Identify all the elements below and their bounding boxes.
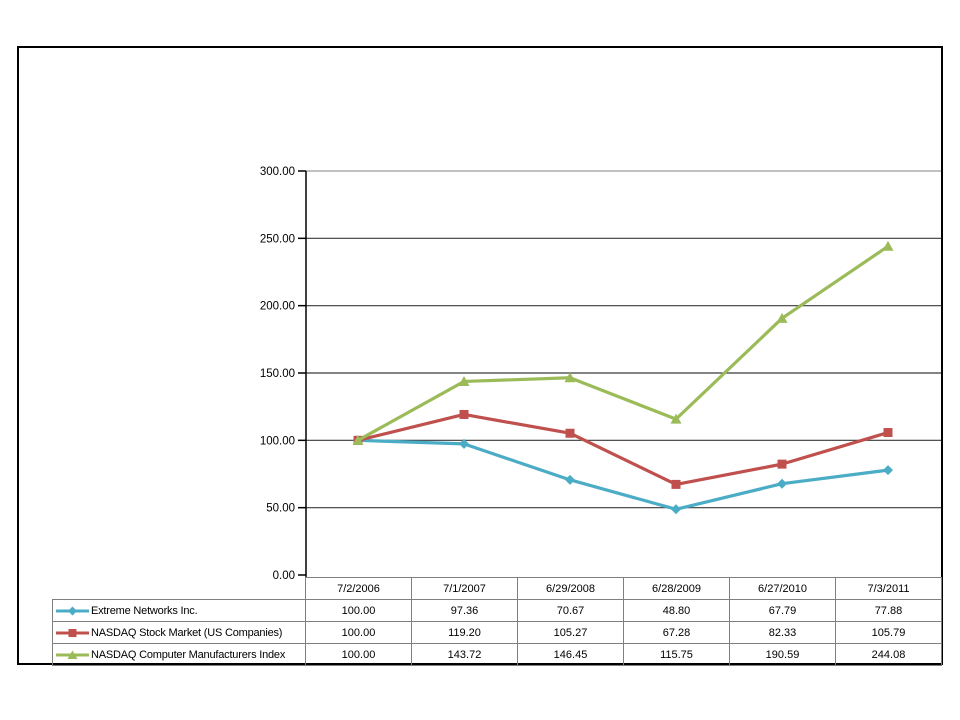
- series-line-extreme-networks-inc: [356, 438, 890, 511]
- date-header-cell: 7/3/2011: [835, 577, 942, 600]
- diamond-marker-extreme-networks-inc: [459, 438, 469, 449]
- value-cell: 97.36: [411, 599, 518, 622]
- legend-series-label: NASDAQ Stock Market (US Companies): [91, 626, 283, 639]
- y-axis-tick-label: 100.00: [260, 435, 295, 447]
- y-axis-tick-label: 50.00: [266, 503, 295, 515]
- triangle-marker-nasdaq-computer-manufacturers-index: [352, 434, 364, 445]
- y-axis-tick-label: 0.00: [273, 570, 295, 582]
- date-header-cell: 6/29/2008: [517, 577, 624, 600]
- diamond-marker-extreme-networks-inc: [671, 504, 681, 515]
- y-axis-tick-label: 300.00: [260, 166, 295, 178]
- triangle-legend-sample-icon: [56, 650, 89, 659]
- y-axis-tick-label: 150.00: [260, 368, 295, 380]
- table-corner-blank: [53, 578, 306, 600]
- value-cell: 67.28: [623, 621, 730, 644]
- table-header-row: 7/2/2006 7/1/2007 6/29/2008 6/28/2009 6/27/2…: [53, 577, 942, 600]
- diamond-legend-sample-icon: [56, 606, 89, 615]
- y-axis-tick-label: 250.00: [260, 233, 295, 245]
- value-cell: 70.67: [517, 599, 624, 622]
- square-legend-sample-icon: [56, 628, 89, 637]
- legend-entry: Extreme Networks Inc.: [54, 604, 305, 617]
- square-marker-nasdaq-stock-market-us-companies: [671, 479, 681, 489]
- value-cell: 100.00: [305, 621, 412, 644]
- value-cell: 244.08: [835, 643, 942, 666]
- value-cell: 77.88: [835, 599, 942, 622]
- value-cell: 105.79: [835, 621, 942, 644]
- triangle-marker-nasdaq-computer-manufacturers-index: [564, 372, 576, 383]
- table-row: NASDAQ Computer Manufacturers Index 100.0…: [52, 643, 942, 666]
- series-line-nasdaq-computer-manufacturers-index: [356, 244, 890, 442]
- triangle-marker-nasdaq-computer-manufacturers-index: [776, 312, 788, 323]
- legend-entry: NASDAQ Computer Manufacturers Index: [54, 648, 305, 661]
- value-cell: 82.33: [729, 621, 836, 644]
- value-cell: 146.45: [517, 643, 624, 666]
- value-cell: 143.72: [411, 643, 518, 666]
- square-marker-nasdaq-stock-market-us-companies: [777, 459, 787, 469]
- square-marker-nasdaq-stock-market-us-companies: [565, 428, 575, 438]
- legend-cell: NASDAQ Stock Market (US Companies): [52, 621, 306, 644]
- legend-cell: Extreme Networks Inc.: [52, 599, 306, 622]
- value-cell: 67.79: [729, 599, 836, 622]
- triangle-marker-nasdaq-computer-manufacturers-index: [882, 240, 894, 251]
- y-axis-tick-label: 200.00: [260, 301, 295, 313]
- legend-cell: NASDAQ Computer Manufacturers Index: [52, 643, 306, 666]
- table-row: NASDAQ Stock Market (US Companies) 100.00…: [52, 621, 942, 644]
- value-cell: 190.59: [729, 643, 836, 666]
- legend-series-label: NASDAQ Computer Manufacturers Index: [91, 648, 286, 661]
- diamond-marker-extreme-networks-inc: [565, 474, 575, 485]
- square-marker-nasdaq-stock-market-us-companies: [459, 409, 469, 419]
- diamond-marker-extreme-networks-inc: [883, 465, 893, 476]
- date-header-cell: 7/2/2006: [305, 577, 412, 600]
- value-cell: 115.75: [623, 643, 730, 666]
- triangle-marker-nasdaq-computer-manufacturers-index: [458, 375, 470, 386]
- diamond-marker-extreme-networks-inc: [777, 478, 787, 489]
- value-cell: 48.80: [623, 599, 730, 622]
- performance-data-table: 7/2/2006 7/1/2007 6/29/2008 6/28/2009 6/27/2…: [52, 577, 942, 666]
- triangle-marker-nasdaq-computer-manufacturers-index: [670, 413, 682, 424]
- date-header-cell: 6/28/2009: [623, 577, 730, 600]
- legend-series-label: Extreme Networks Inc.: [91, 604, 198, 617]
- table-row: Extreme Networks Inc. 100.00 97.36 70.67 48.…: [52, 599, 942, 622]
- series-line-nasdaq-stock-market-us-companies: [356, 412, 890, 486]
- value-cell: 100.00: [305, 599, 412, 622]
- value-cell: 100.00: [305, 643, 412, 666]
- date-header-cell: 7/1/2007: [411, 577, 518, 600]
- value-cell: 119.20: [411, 621, 518, 644]
- legend-entry: NASDAQ Stock Market (US Companies): [54, 626, 305, 639]
- date-header-cell: 6/27/2010: [729, 577, 836, 600]
- value-cell: 105.27: [517, 621, 624, 644]
- square-marker-nasdaq-stock-market-us-companies: [883, 428, 893, 438]
